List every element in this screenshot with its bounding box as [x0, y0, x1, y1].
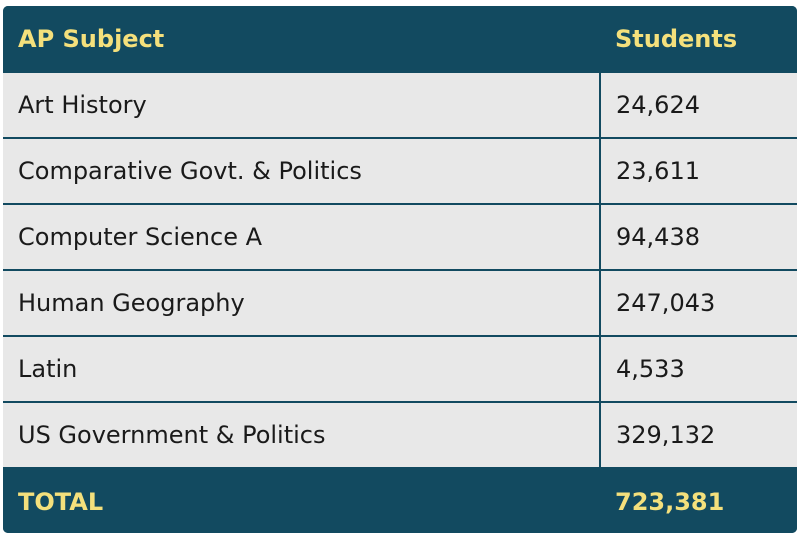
row-subject-cell: US Government & Politics [3, 401, 601, 468]
table-row: US Government & Politics 329,132 [3, 401, 797, 468]
column-header-students: Students [600, 6, 797, 72]
table-header: AP Subject Students [3, 6, 797, 72]
table-body: Art History 24,624 Comparative Govt. & P… [3, 71, 797, 468]
table-row: Computer Science A 94,438 [3, 203, 797, 270]
row-subject-cell: Human Geography [3, 269, 601, 336]
row-subject-cell: Latin [3, 335, 601, 402]
row-subject-cell: Computer Science A [3, 203, 601, 270]
row-subject-cell: Comparative Govt. & Politics [3, 137, 601, 204]
row-students-cell: 94,438 [600, 203, 797, 270]
row-students-cell: 329,132 [600, 401, 797, 468]
total-row: TOTAL 723,381 [3, 467, 797, 533]
total-students-value: 723,381 [600, 467, 797, 533]
header-row: AP Subject Students [3, 6, 797, 72]
table-row: Latin 4,533 [3, 335, 797, 402]
table-row: Comparative Govt. & Politics 23,611 [3, 137, 797, 204]
row-students-cell: 24,624 [600, 71, 797, 138]
table-footer: TOTAL 723,381 [3, 467, 797, 533]
table-row: Human Geography 247,043 [3, 269, 797, 336]
ap-students-table-container: AP Subject Students Art History 24,624 C… [3, 6, 797, 533]
row-students-cell: 247,043 [600, 269, 797, 336]
ap-students-table: AP Subject Students Art History 24,624 C… [3, 6, 797, 533]
row-subject-cell: Art History [3, 71, 601, 138]
table-row: Art History 24,624 [3, 71, 797, 138]
column-header-subject: AP Subject [3, 6, 600, 72]
row-students-cell: 23,611 [600, 137, 797, 204]
row-students-cell: 4,533 [600, 335, 797, 402]
total-label: TOTAL [3, 467, 600, 533]
